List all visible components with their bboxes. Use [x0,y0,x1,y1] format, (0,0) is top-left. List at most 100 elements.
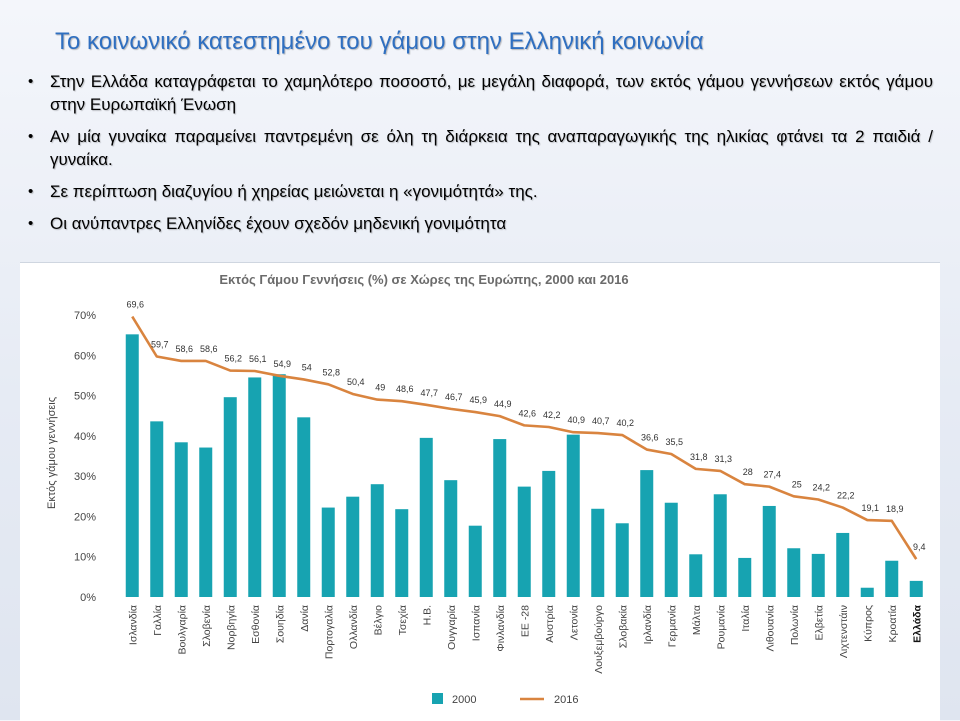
x-tick-label: Αυστρία [544,605,556,643]
y-tick-label: 40% [74,431,96,443]
value-label-2016: 50,4 [347,377,365,387]
value-label-2016: 9,4 [913,542,926,552]
bar-2000 [517,486,531,597]
value-label-2016: 45,9 [469,395,487,405]
value-label-2016: 58,6 [200,344,218,354]
x-tick-label: Η.Β. [421,605,433,625]
x-axis-labels: Ισλανδία Γαλλία Βουλγαρία Σλοβενία Νορβηγία Ε… [127,604,923,673]
bullet-dot: • [28,128,34,145]
bar-2000 [909,580,923,597]
bar-2000 [591,508,605,597]
x-tick-label: Λιχτενστάιν [838,605,850,658]
x-tick-label: Δανία [299,605,311,632]
y-tick-label: 20% [74,511,96,523]
bar-2000 [811,553,825,597]
y-tick-label: 10% [74,552,96,564]
value-label-2016: 58,6 [175,344,193,354]
y-tick-label: 0% [80,592,96,604]
bar-2000 [493,439,507,597]
value-label-2016: 22,2 [837,491,855,501]
bar-2000 [272,374,286,597]
value-label-2016: 44,9 [494,399,512,409]
bar-2000 [885,560,899,597]
value-label-2016: 42,6 [518,408,536,418]
bullet-text: Στην Ελλάδα καταγράφεται το χαμηλότερο π… [50,72,933,114]
bullet-list: • Στην Ελλάδα καταγράφεται το χαμηλότερο … [28,70,933,244]
bar-2000 [248,377,262,597]
legend: 2000 2016 [432,693,578,706]
bullet-text: Σε περίπτωση διαζυγίου ή χηρείας μειώνετ… [50,182,538,201]
x-tick-label: ΕΕ -28 [519,605,531,637]
legend-label-2016: 2016 [554,694,578,706]
value-label-2016: 28 [743,467,753,477]
bar-2000 [468,525,482,597]
value-label-2016: 56,1 [249,354,267,364]
bar-2000 [713,494,727,597]
x-tick-label: Πολωνία [789,605,801,645]
value-label-2016: 56,2 [224,354,242,364]
chart-panel: Εκτός Γάμου Γεννήσεις (%) σε Χώρες της Ε… [20,262,940,721]
bar-2000 [223,397,237,597]
x-tick-label: Ελλάδα [911,604,923,642]
bar-2000 [125,334,139,597]
x-tick-label: Φινλανδία [495,605,507,652]
y-axis-label: Εκτός γάμου γεννήσεις [46,397,58,509]
bullet-text: Αν μία γυναίκα παραμείνει παντρεμένη σε … [50,127,933,169]
bar-2000 [566,434,580,597]
y-tick-label: 70% [74,310,96,322]
line-2016 [131,315,918,560]
x-tick-label: Λετονία [568,605,580,640]
legend-swatch-2000 [432,693,443,704]
y-tick-label: 30% [74,471,96,483]
bullet-item: • Οι ανύπαντρες Ελληνίδες έχουν σχεδόν μη… [28,212,933,235]
x-tick-label: Τσεχία [397,605,409,635]
bar-2000 [174,442,188,597]
value-label-2016: 48,6 [396,384,414,394]
value-labels-2016: 69,6 59,7 58,6 58,6 56,2 56,1 54,9 54 52,8 50,4 49… [126,300,925,553]
x-tick-label: Ιταλία [740,605,752,632]
bar-2000 [370,484,384,597]
bar-2000 [689,554,703,597]
x-tick-label: Εσθονία [250,605,262,644]
x-tick-label: Λιθουανία [764,605,776,652]
x-tick-label: Σλοβακία [617,605,629,648]
bullet-dot: • [28,73,34,90]
value-label-2016: 49 [375,383,385,393]
bar-2000 [738,557,752,597]
bullet-text: Οι ανύπαντρες Ελληνίδες έχουν σχεδόν μηδ… [50,214,507,233]
x-tick-label: Γαλλία [152,605,164,636]
x-tick-label: Μάλτα [691,605,703,635]
x-tick-label: Σλοβενία [201,605,213,647]
bar-2000 [615,523,629,597]
value-label-2016: 54 [302,362,312,372]
x-tick-label: Κροατία [887,605,899,642]
value-label-2016: 59,7 [151,339,169,349]
x-tick-label: Ιρλανδία [642,605,654,644]
value-label-2016: 40,2 [616,418,634,428]
value-label-2016: 24,2 [812,483,830,493]
value-label-2016: 18,9 [886,504,904,514]
value-label-2016: 25 [792,479,802,489]
bullet-item: • Στην Ελλάδα καταγράφεται το χαμηλότερο … [28,70,933,116]
bullet-dot: • [28,215,34,232]
x-tick-label: Λουξεμβούργο [593,605,605,674]
slide-title: Το κοινωνικό κατεστημένο του γάμου στην … [55,28,704,55]
value-label-2016: 36,6 [641,433,659,443]
x-tick-label: Πορτογαλία [323,605,335,659]
bar-2000 [762,505,776,597]
x-tick-label: Ρουμανία [715,605,727,649]
y-axis-ticks: 0% 10% 20% 30% 40% 50% 60% 70% [74,310,96,604]
x-tick-label: Βέλγιο [372,605,384,636]
x-tick-label: Ισλανδία [127,605,139,645]
x-tick-label: Νορβηγία [225,605,237,650]
legend-label-2000: 2000 [452,694,476,706]
bullet-dot: • [28,183,34,200]
x-tick-label: Σουηδία [274,605,286,643]
bar-2000 [444,480,458,597]
bar-2000 [542,470,556,597]
bar-2000 [664,502,678,597]
line-2016-path [131,315,918,560]
value-label-2016: 69,6 [126,300,144,310]
x-tick-label: Ελβετία [813,605,825,641]
birth-chart: Εκτός Γάμου Γεννήσεις (%) σε Χώρες της Ε… [46,272,926,706]
